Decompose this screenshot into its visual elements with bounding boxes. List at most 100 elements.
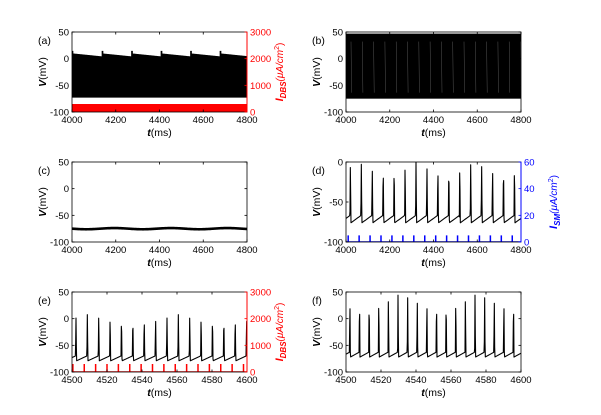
x-axis-label: t(ms)	[421, 127, 446, 139]
y-tick-label: 0	[64, 314, 69, 325]
y-label-unit: (mV)	[37, 57, 49, 80]
y-tick-label: 0	[338, 314, 343, 325]
y2-axis-label: ISM(μA/cm2)	[548, 175, 562, 229]
x-tick-label: 4400	[149, 245, 170, 256]
panel-b: 4000 4200 4400 4600 4800 -100 -50 0 50 t(ms) V(mV)…	[311, 28, 532, 140]
x-tick-label: 4600	[236, 375, 257, 386]
y-tick-label: -100	[50, 238, 69, 249]
panel-a: 4000 4200 4400 4600 4800-100-500500100020003…	[37, 28, 288, 140]
y-label-var: V	[311, 339, 323, 347]
trace-line	[346, 162, 521, 224]
y-axis-label: V(mV)	[311, 187, 323, 217]
y2-label-sub: DBS	[279, 341, 288, 359]
x-axis-label: t(ms)	[147, 387, 172, 399]
y2-tick-label: 2000	[250, 54, 271, 65]
y-tick-label: -100	[324, 238, 343, 249]
trace-line	[346, 294, 521, 358]
x-tick-label: 4500	[335, 375, 356, 386]
y-tick-label: 50	[332, 28, 343, 39]
plot-area-a	[72, 50, 247, 112]
y-tick-label: 50	[58, 158, 69, 169]
x-tick-label: 4600	[467, 245, 488, 256]
y2-tick-label: 1000	[250, 341, 271, 352]
x-tick-label: 4400	[149, 115, 170, 126]
x-axis-label: t(ms)	[147, 257, 172, 269]
panel-label: (a)	[38, 35, 51, 47]
y-label-var: V	[37, 209, 49, 217]
y-label-var: V	[311, 209, 323, 217]
y-tick-label: -50	[329, 81, 343, 92]
y-tick-label: -50	[55, 81, 69, 92]
y-tick-label: -50	[329, 341, 343, 352]
y2-tick-label: 1000	[250, 81, 271, 92]
y-tick-label: -50	[55, 211, 69, 222]
x-tick-label: 4520	[96, 375, 117, 386]
y-tick-label: -100	[50, 368, 69, 379]
x-label-var: t	[421, 257, 425, 269]
x-tick-label: 4600	[467, 115, 488, 126]
x-label-unit: (ms)	[151, 127, 172, 139]
stim-pulses	[72, 364, 247, 372]
y2-label-sup: 2	[274, 306, 281, 310]
y2-label-close: )	[275, 303, 286, 306]
trace-line	[72, 226, 247, 231]
y-tick-label: 0	[338, 54, 343, 65]
plot-area-d	[346, 162, 521, 242]
x-tick-label: 4400	[423, 115, 444, 126]
y-axis-label: V(mV)	[37, 317, 49, 347]
x-tick-label: 4200	[105, 245, 126, 256]
panel-e: 4500 4520 4540 4560 4580 4600-100-50050010002…	[37, 288, 288, 400]
x-tick-label: 4500	[61, 375, 82, 386]
x-tick-label: 4200	[105, 115, 126, 126]
y-label-unit: (mV)	[311, 317, 323, 340]
x-label-unit: (ms)	[151, 257, 172, 269]
x-tick-label: 4000	[61, 245, 82, 256]
x-label-var: t	[421, 387, 425, 399]
x-tick-label: 4800	[510, 245, 531, 256]
panel-label: (e)	[38, 295, 51, 307]
y-tick-label: 50	[332, 288, 343, 299]
x-label-unit: (ms)	[425, 127, 446, 139]
x-label-var: t	[147, 257, 151, 269]
y2-tick-label: 2000	[250, 314, 271, 325]
y-label-var: V	[37, 79, 49, 87]
y2-tick-label: 40	[524, 184, 535, 195]
x-tick-label: 4400	[423, 245, 444, 256]
x-tick-label: 4600	[510, 375, 531, 386]
y2-tick-label: 0	[250, 108, 255, 119]
y-axis-label: V(mV)	[311, 57, 323, 87]
y2-tick-label: 0	[524, 238, 529, 249]
x-tick-label: 4580	[201, 375, 222, 386]
y2-label-unit: (μA/cm	[275, 310, 286, 342]
stim-band	[72, 104, 247, 112]
panel-label: (f)	[312, 295, 322, 307]
x-label-var: t	[421, 127, 425, 139]
x-tick-label: 4800	[236, 245, 257, 256]
y2-tick-label: 0	[250, 368, 255, 379]
x-tick-label: 4000	[335, 245, 356, 256]
y-tick-label: -100	[50, 108, 69, 119]
y-axis-label: V(mV)	[37, 57, 49, 87]
x-tick-label: 4200	[379, 115, 400, 126]
x-tick-label: 4560	[166, 375, 187, 386]
trace-line	[72, 314, 247, 362]
panel-f: 4500 4520 4540 4560 4580 4600 -100 -50 0 50 t(ms) V…	[311, 288, 532, 400]
x-tick-label: 4540	[405, 375, 426, 386]
y-label-var: V	[37, 339, 49, 347]
panel-label: (c)	[38, 165, 50, 177]
y2-tick-label: 3000	[250, 28, 271, 39]
trace-band	[346, 33, 521, 99]
panel-d: 4000 4200 4400 4600 4800 -100 -50 0 0 20 40 60 ISM(μ…	[311, 158, 562, 270]
x-label-var: t	[147, 127, 151, 139]
y2-label-unit: (μA/cm	[549, 182, 560, 214]
plot-area-b	[346, 33, 521, 99]
x-label-unit: (ms)	[151, 387, 172, 399]
panel-label: (b)	[312, 35, 325, 47]
y2-label-main: I	[274, 357, 286, 361]
x-tick-label: 4520	[370, 375, 391, 386]
y-tick-label: -100	[324, 368, 343, 379]
panel-c: 4000 4200 4400 4600 4800 -100 -50 0 50 t(ms) V(mV)…	[37, 158, 258, 270]
y2-label-unit: (μA/cm	[275, 50, 286, 82]
x-tick-label: 4200	[379, 245, 400, 256]
